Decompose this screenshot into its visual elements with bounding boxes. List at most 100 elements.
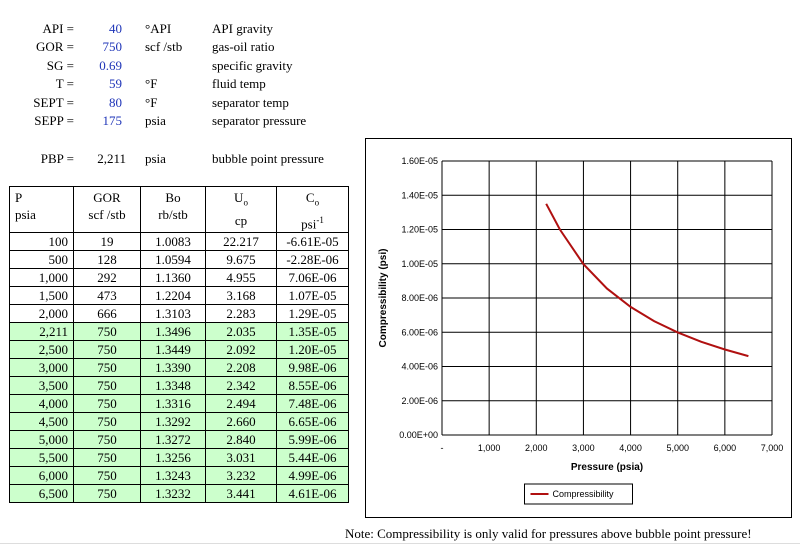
param-label: SG = (46, 58, 74, 73)
cell-pressure: 5,500 (9, 447, 74, 467)
cell-gor: 750 (73, 465, 141, 485)
param-value: 59 (109, 76, 122, 91)
table-row: 3,500 750 1.3348 2.342 8.55E-06 (9, 375, 349, 395)
header-gor: GOR scf /stb (73, 186, 141, 233)
bottom-divider (0, 543, 800, 544)
cell-compressibility: 1.29E-05 (276, 303, 349, 323)
y-tick-label: 6.00E-06 (401, 327, 438, 337)
cell-pressure: 5,000 (9, 429, 74, 449)
param-value: 80 (109, 95, 122, 110)
param-value: 750 (102, 39, 123, 54)
cell-gor: 473 (73, 285, 141, 305)
cell-compressibility: 1.07E-05 (276, 285, 349, 305)
chart-svg: - 1,000 2,000 3,000 4,000 5,000 6,000 7,000 0.00… (378, 156, 784, 505)
header-gor-unit: scf /stb (88, 207, 126, 222)
header-p-title: P (15, 190, 23, 205)
pvt-table: P psia GOR scf /stb Bo rb/stb Uo cp Co p… (9, 186, 349, 503)
cell-gor: 750 (73, 429, 141, 449)
cell-compressibility: -6.61E-05 (276, 231, 349, 251)
header-uo: Uo cp (205, 186, 277, 233)
cell-compressibility: 5.99E-06 (276, 429, 349, 449)
header-bo: Bo rb/stb (140, 186, 206, 233)
table-row: 4,500 750 1.3292 2.660 6.65E-06 (9, 411, 349, 431)
cell-bo: 1.3103 (140, 303, 206, 323)
table-row: 1,500 473 1.2204 3.168 1.07E-05 (9, 285, 349, 305)
table-row: 6,500 750 1.3232 3.441 4.61E-06 (9, 483, 349, 503)
pbp-unit: psia (145, 151, 166, 166)
header-uo-sub: o (243, 197, 248, 208)
x-axis-label: Pressure (psia) (571, 462, 643, 473)
table-row: 3,000 750 1.3390 2.208 9.98E-06 (9, 357, 349, 377)
cell-pressure: 500 (9, 249, 74, 269)
footnote: Note: Compressibility is only valid for … (345, 526, 752, 541)
legend-label: Compressibility (553, 489, 615, 499)
cell-viscosity: 3.441 (205, 483, 277, 503)
header-co: Co psi-1 (276, 186, 349, 233)
param-value: 40 (109, 21, 122, 36)
y-tick-label: 1.00E-05 (401, 259, 438, 269)
header-co-sub: o (314, 197, 320, 208)
header-gor-title: GOR (93, 190, 121, 205)
cell-viscosity: 2.494 (205, 393, 277, 413)
cell-pressure: 3,500 (9, 375, 74, 395)
header-bo-unit: rb/stb (158, 207, 188, 222)
table-row: 500 128 1.0594 9.675 -2.28E-06 (9, 249, 349, 269)
cell-pressure: 2,211 (9, 321, 74, 341)
cell-gor: 750 (73, 393, 141, 413)
table-row: 6,000 750 1.3243 3.232 4.99E-06 (9, 465, 349, 485)
cell-compressibility: 9.98E-06 (276, 357, 349, 377)
cell-gor: 750 (73, 483, 141, 503)
pbp-label: PBP = (40, 151, 74, 166)
y-tick-label: 0.00E+00 (399, 430, 438, 440)
cell-bo: 1.3272 (140, 429, 206, 449)
series-line (545, 203, 749, 358)
cell-viscosity: 2.035 (205, 321, 277, 341)
y-axis-label: Compressibility (psi) (378, 249, 389, 348)
header-co-unit: psi-1 (282, 212, 343, 232)
y-tick-label: 1.40E-05 (401, 190, 438, 200)
x-tick-label: - (441, 443, 444, 453)
cell-gor: 292 (73, 267, 141, 287)
param-desc: API gravity (212, 21, 274, 36)
cell-viscosity: 22.217 (205, 231, 277, 251)
header-uo-letter: U (234, 190, 244, 205)
param-unit: psia (145, 113, 166, 128)
x-tick-label: 2,000 (525, 443, 548, 453)
table-row: 5,000 750 1.3272 2.840 5.99E-06 (9, 429, 349, 449)
compressibility-chart: - 1,000 2,000 3,000 4,000 5,000 6,000 7,000 0.00… (365, 138, 792, 518)
cell-gor: 750 (73, 447, 141, 467)
cell-pressure: 100 (9, 231, 74, 251)
y-tick-label: 2.00E-06 (401, 396, 438, 406)
cell-viscosity: 4.955 (205, 267, 277, 287)
table-row: 100 19 1.0083 22.217 -6.61E-05 (9, 231, 349, 251)
param-label: T = (55, 76, 74, 91)
param-value: 175 (102, 113, 123, 128)
table-row: 4,000 750 1.3316 2.494 7.48E-06 (9, 393, 349, 413)
param-desc: separator temp (212, 95, 289, 110)
param-desc: specific gravity (212, 58, 293, 73)
table-body: 100 19 1.0083 22.217 -6.61E-05 500 128 1.0594 9.… (9, 231, 349, 503)
header-bo-title: Bo (165, 190, 181, 205)
cell-viscosity: 9.675 (205, 249, 277, 269)
cell-bo: 1.1360 (140, 267, 206, 287)
table-header-row: P psia GOR scf /stb Bo rb/stb Uo cp Co p… (9, 186, 349, 233)
param-unit: °F (145, 76, 158, 91)
param-label: SEPP = (34, 113, 74, 128)
cell-gor: 750 (73, 411, 141, 431)
cell-bo: 1.3243 (140, 465, 206, 485)
y-tick-label: 1.60E-05 (401, 156, 438, 166)
x-tick-label: 3,000 (572, 443, 595, 453)
cell-gor: 750 (73, 321, 141, 341)
cell-compressibility: 1.20E-05 (276, 339, 349, 359)
cell-compressibility: 4.99E-06 (276, 465, 349, 485)
cell-compressibility: 1.35E-05 (276, 321, 349, 341)
cell-gor: 750 (73, 357, 141, 377)
cell-compressibility: 8.55E-06 (276, 375, 349, 395)
cell-bo: 1.3496 (140, 321, 206, 341)
cell-bo: 1.3390 (140, 357, 206, 377)
x-tick-label: 1,000 (478, 443, 501, 453)
param-label: API = (42, 21, 74, 36)
x-tick-label: 7,000 (761, 443, 784, 453)
cell-pressure: 1,000 (9, 267, 74, 287)
pbp-desc: bubble point pressure (212, 151, 324, 166)
